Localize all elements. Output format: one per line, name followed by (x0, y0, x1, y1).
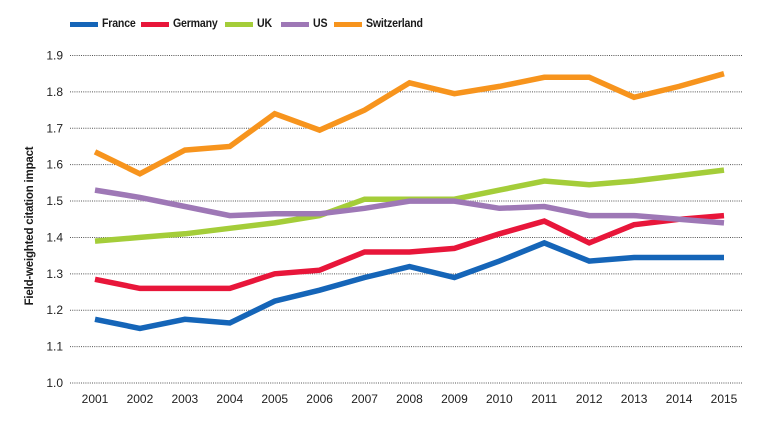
legend-item-france: France (70, 16, 139, 32)
x-tick-label: 2008 (396, 392, 423, 406)
series-switzerland (93, 71, 725, 177)
line-switzerland (93, 71, 725, 177)
y-tick-label: 1.5 (46, 194, 63, 208)
legend-label: Switzerland (366, 18, 423, 30)
y-tick-labels: 1.0 1.1 1.2 1.3 1.4 1.5 1.6 1.7 1.8 1.9 (46, 49, 63, 391)
legend-swatch (334, 21, 362, 27)
x-tick-label: 2010 (486, 392, 513, 406)
series-lines (93, 71, 725, 332)
legend-swatch (141, 21, 169, 27)
y-tick-label: 1.3 (46, 267, 63, 281)
legend-label: UK (257, 18, 272, 30)
x-tick-label: 2014 (666, 392, 693, 406)
gridlines (70, 55, 743, 384)
series-us (94, 187, 725, 226)
y-tick-label: 1.0 (46, 376, 63, 390)
y-tick-label: 1.9 (46, 49, 63, 63)
legend-swatch (70, 21, 98, 27)
legend-item-germany: Germany (141, 16, 221, 32)
y-tick-label: 1.7 (46, 121, 63, 135)
line-france (94, 239, 724, 332)
y-tick-label: 1.1 (46, 340, 63, 354)
y-tick-label: 1.8 (46, 85, 63, 99)
series-france (94, 239, 724, 332)
x-tick-label: 2009 (441, 392, 468, 406)
legend-swatch (281, 21, 309, 27)
line-us (94, 187, 725, 226)
x-tick-label: 2001 (82, 392, 109, 406)
legend-item-us: US (281, 16, 329, 32)
y-tick-label: 1.2 (46, 303, 63, 317)
legend-label: US (313, 18, 328, 30)
legend-swatch (225, 21, 253, 27)
x-tick-label: 2015 (711, 392, 738, 406)
x-tick-label: 2007 (351, 392, 378, 406)
x-tick-label: 2006 (306, 392, 333, 406)
legend-label: Germany (173, 18, 218, 30)
series-germany (94, 212, 725, 292)
x-tick-label: 2003 (172, 392, 199, 406)
legend-item-switzerland: Switzerland (334, 16, 428, 32)
x-tick-labels: 2001 2002 2003 2004 2005 2006 2007 2008 2009 2010… (82, 392, 738, 406)
y-tick-label: 1.4 (46, 230, 63, 244)
line-germany (94, 212, 725, 292)
legend-item-uk: UK (225, 16, 273, 32)
x-tick-label: 2002 (127, 392, 154, 406)
x-tick-label: 2004 (216, 392, 243, 406)
legend-label: France (102, 18, 136, 30)
x-tick-label: 2005 (261, 392, 288, 406)
x-tick-label: 2011 (531, 392, 557, 406)
y-tick-label: 1.6 (46, 158, 63, 172)
x-tick-label: 2013 (621, 392, 648, 406)
x-tick-label: 2012 (576, 392, 603, 406)
